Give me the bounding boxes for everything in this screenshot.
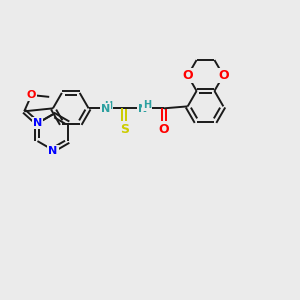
Text: H: H xyxy=(104,101,112,111)
Text: N: N xyxy=(48,146,58,156)
Text: H: H xyxy=(143,100,151,110)
Text: O: O xyxy=(182,69,193,82)
Text: O: O xyxy=(27,90,36,100)
Text: O: O xyxy=(218,69,229,82)
Text: O: O xyxy=(159,123,169,136)
Text: N: N xyxy=(139,104,148,114)
Text: S: S xyxy=(120,123,129,136)
Text: N: N xyxy=(33,118,42,128)
Text: N: N xyxy=(101,104,110,114)
